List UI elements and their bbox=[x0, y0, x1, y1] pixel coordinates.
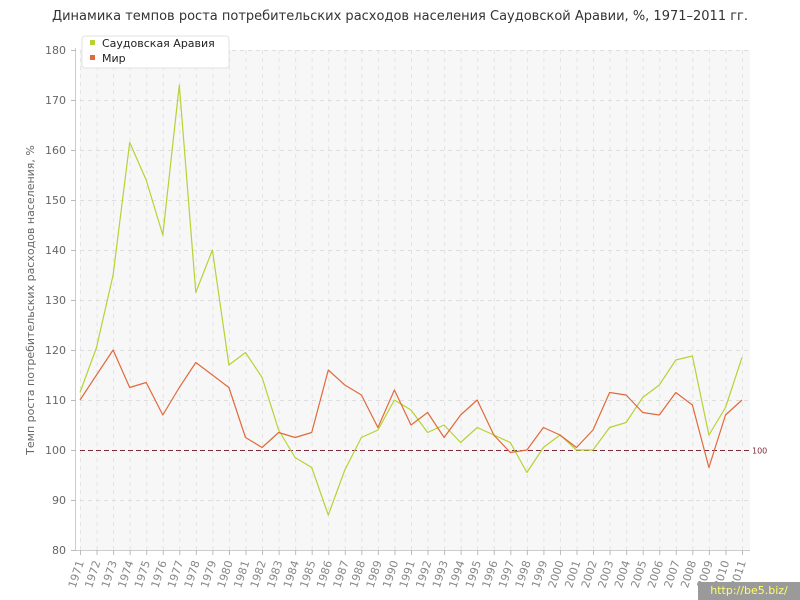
reference-line-label: 100 bbox=[752, 447, 767, 456]
plot-area bbox=[80, 50, 750, 550]
y-tick-label: 170 bbox=[45, 94, 66, 107]
y-tick-label: 140 bbox=[45, 244, 66, 257]
legend-label-world: Мир bbox=[102, 52, 126, 65]
y-axis-label: Темп роста потребительских расходов насе… bbox=[24, 145, 37, 456]
y-tick-label: 80 bbox=[52, 544, 66, 557]
legend-box bbox=[81, 35, 230, 69]
legend: Саудовская Аравия Мир bbox=[81, 35, 230, 69]
y-tick-label: 120 bbox=[45, 344, 66, 357]
y-tick-label: 100 bbox=[45, 444, 66, 457]
legend-swatch-saudi bbox=[90, 40, 95, 45]
x-tick-labels: 1971197219731974197519761977197819791980… bbox=[66, 550, 749, 590]
y-tick-label: 90 bbox=[52, 494, 66, 507]
watermark-link[interactable]: http://be5.biz/ bbox=[698, 582, 800, 600]
grid bbox=[80, 50, 750, 550]
series-line-saudi-arabia bbox=[79, 84, 743, 516]
legend-label-saudi: Саудовская Аравия bbox=[102, 37, 215, 50]
y-tick-label: 130 bbox=[45, 294, 66, 307]
y-tick-labels: 80 90 100 110 120 130 140 150 160 170 180 bbox=[45, 44, 76, 557]
chart-title: Динамика темпов роста потребительских ра… bbox=[51, 9, 749, 24]
y-tick-label: 110 bbox=[45, 394, 66, 407]
y-tick-label: 160 bbox=[45, 144, 66, 157]
reference-line: 100 bbox=[80, 447, 767, 456]
y-tick-label: 150 bbox=[45, 194, 66, 207]
y-tick-label: 180 bbox=[45, 44, 66, 57]
legend-swatch-world bbox=[90, 55, 95, 60]
series-line-world bbox=[79, 349, 743, 469]
series-group bbox=[79, 84, 743, 516]
